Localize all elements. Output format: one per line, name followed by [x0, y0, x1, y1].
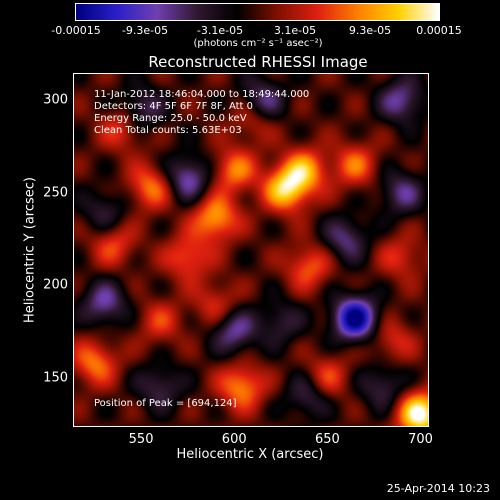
colorbar-tick-label: -9.3e-05 [121, 24, 169, 37]
colorbar-tick-label: -0.00015 [51, 24, 101, 37]
colorbar-tick-label: 0.00015 [416, 24, 462, 37]
timestamp: 25-Apr-2014 10:23 [386, 482, 490, 495]
x-tick-label: 550 [128, 432, 154, 447]
annotation-time-range: 11-Jan-2012 18:46:04.000 to 18:49:44.000 [94, 89, 310, 100]
y-tick-label: 150 [43, 370, 68, 386]
colorbar-units: (photons cm⁻² s⁻¹ asec⁻²) [193, 38, 323, 49]
colorbar-tick-label: 9.3e-05 [348, 24, 392, 37]
chart-title: Reconstructed RHESSI Image [148, 53, 368, 71]
y-tick-label: 250 [43, 185, 68, 201]
x-axis-label: Heliocentric X (arcsec) [176, 447, 324, 462]
annotation-peak-position: Position of Peak = [694,124] [94, 398, 237, 409]
y-tick-label: 300 [43, 92, 68, 108]
annotation-detectors: Detectors: 4F 5F 6F 7F 8F, Att 0 [94, 101, 254, 112]
colorbar-tick-label: 3.1e-05 [273, 24, 317, 37]
x-tick-label: 700 [408, 432, 433, 447]
colorbar [75, 3, 440, 21]
x-tick-label: 600 [221, 432, 247, 447]
y-tick-label: 200 [43, 277, 68, 293]
annotation-total-counts: Clean Total counts: 5.63E+03 [94, 125, 242, 136]
plot-area: 11-Jan-2012 18:46:04.000 to 18:49:44.000… [73, 73, 429, 427]
colorbar-tick-label: -3.1e-05 [196, 24, 244, 37]
annotation-energy-range: Energy Range: 25.0 - 50.0 keV [94, 113, 247, 124]
heatmap-image [74, 74, 428, 426]
x-tick-label: 650 [314, 432, 340, 447]
y-axis-label: Heliocentric Y (arcsec) [22, 177, 38, 323]
